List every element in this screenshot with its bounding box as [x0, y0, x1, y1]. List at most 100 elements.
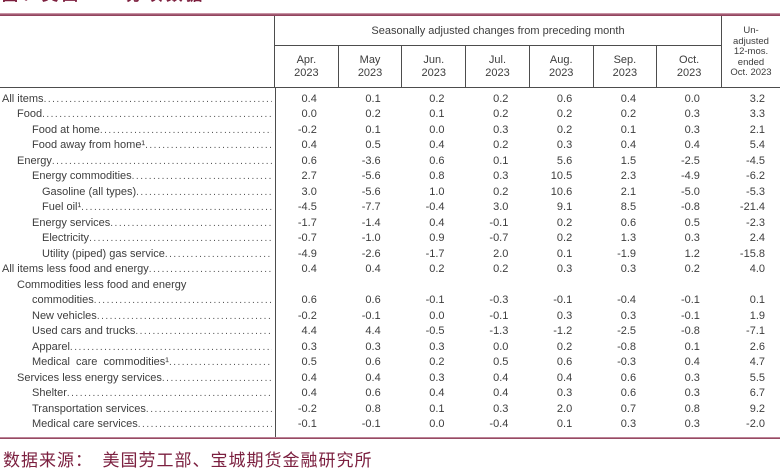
row-label-cell: Food at home [0, 124, 275, 136]
cell-value: -7.7 [361, 201, 381, 214]
cell-value: 2.4 [749, 232, 765, 245]
cell-value: -2.5 [617, 325, 637, 338]
cell-value: 0.3 [556, 387, 573, 400]
cell-value: 0.1 [684, 340, 700, 353]
row-label-cell: Gasoline (all types) [0, 186, 275, 198]
cell-value: 2.1 [620, 185, 637, 198]
cell-value: 0.1 [556, 247, 573, 260]
table-row: Medical care services -0.1 -0.1 0.0 -0.4… [0, 417, 780, 433]
cell-value: -0.3 [617, 356, 637, 369]
cell-value: -0.1 [680, 309, 700, 322]
row-label-cell: Utility (piped) gas service [0, 248, 275, 260]
table-row: Shelter 0.4 0.6 0.4 0.4 0.3 0.6 0.3 6.7 [0, 386, 780, 402]
cell-value: 0.3 [684, 232, 700, 245]
cell-value: 0.3 [684, 371, 700, 384]
row-label-cell: New vehicles [0, 310, 275, 322]
cell-value: 0.4 [301, 92, 317, 105]
cell-value: 0.1 [749, 294, 765, 307]
cell-value: -4.9 [680, 170, 700, 183]
cell-value: 0.3 [620, 309, 637, 322]
cell-value: 0.2 [429, 263, 445, 276]
cell-value: 0.6 [620, 387, 637, 400]
cell-value: -6.2 [746, 170, 765, 183]
table-row: All items 0.4 0.1 0.2 0.2 0.6 0.4 0.0 3.… [0, 91, 780, 107]
table-row: Commodities less food and energy [0, 277, 780, 293]
row-label: Transportation services [32, 402, 146, 415]
row-label-cell: Energy [0, 155, 275, 167]
cell-value: -1.9 [617, 247, 637, 260]
cell-value: 0.4 [301, 139, 317, 152]
cell-value: 0.4 [620, 139, 637, 152]
cell-value: 0.5 [493, 356, 509, 369]
cell-value: 0.3 [684, 418, 700, 431]
month-header-cell: Sep. 2023 [594, 46, 658, 87]
cell-value: 0.6 [620, 216, 637, 229]
leader-dots [132, 170, 272, 182]
cell-value: -0.4 [425, 201, 445, 214]
cell-value: 2.3 [620, 170, 637, 183]
cell-value: 0.6 [365, 387, 381, 400]
cell-value: -1.2 [553, 325, 573, 338]
cell-value: 2.0 [493, 247, 509, 260]
cell-value: 0.0 [684, 92, 700, 105]
cell-value: 0.2 [620, 108, 637, 121]
cell-value: 0.1 [556, 418, 573, 431]
cell-value: -4.9 [297, 247, 317, 260]
table-row: Used cars and trucks 4.4 4.4 -0.5 -1.3 -… [0, 324, 780, 340]
month-header-cell: Aug. 2023 [530, 46, 594, 87]
cell-value: -0.1 [489, 216, 509, 229]
cell-value: -15.8 [739, 247, 765, 260]
row-label: Utility (piped) gas service [42, 247, 165, 260]
cell-value: -5.6 [361, 170, 381, 183]
cell-value: -0.1 [680, 294, 700, 307]
row-label: All items [2, 92, 44, 105]
leader-dots [70, 341, 272, 353]
leader-dots [81, 201, 272, 213]
cell-value: 0.4 [620, 92, 637, 105]
table-row: Transportation services -0.2 0.8 0.1 0.3… [0, 401, 780, 417]
leader-dots [136, 186, 272, 198]
table-row: Medical care commodities¹ 0.5 0.6 0.2 0.… [0, 355, 780, 371]
cell-value: -0.8 [680, 201, 700, 214]
span-header: Seasonally adjusted changes from precedi… [275, 16, 721, 46]
cell-value: -0.1 [489, 309, 509, 322]
cell-value: 0.1 [365, 123, 381, 136]
cell-value: 0.2 [684, 263, 700, 276]
cell-value: 0.3 [493, 170, 509, 183]
leader-dots [169, 356, 272, 368]
row-label-cell: Electricity [0, 232, 275, 244]
cell-value: 9.1 [556, 201, 573, 214]
leader-dots [149, 263, 272, 275]
cell-value: 0.5 [301, 356, 317, 369]
cell-value: -1.7 [425, 247, 445, 260]
cell-value: 10.6 [550, 185, 573, 198]
cell-value: 0.4 [429, 139, 445, 152]
cell-value: 2.0 [556, 402, 573, 415]
cell-value: 0.4 [429, 387, 445, 400]
table-row: Food away from home¹ 0.4 0.5 0.4 0.2 0.3… [0, 138, 780, 154]
cell-value: -21.4 [739, 201, 765, 214]
table-row: Food 0.0 0.2 0.1 0.2 0.2 0.2 0.3 3.3 [0, 107, 780, 123]
cell-value: 8.5 [620, 201, 637, 214]
clipped-page-title-text: 图：美国CPI分项数据 [2, 0, 780, 3]
cell-value: 5.4 [749, 139, 765, 152]
cell-value: 0.5 [365, 139, 381, 152]
cell-value: 0.3 [684, 123, 700, 136]
cell-value: 0.4 [365, 263, 381, 276]
cell-value: 0.8 [684, 402, 700, 415]
cell-value: -2.3 [746, 216, 765, 229]
cell-value: -0.1 [553, 294, 573, 307]
cell-value: -0.4 [617, 294, 637, 307]
leader-dots [110, 217, 272, 229]
cell-value: 0.1 [429, 402, 445, 415]
unadjusted-12mo-header: Un- adjusted 12-mos. ended Oct. 2023 [730, 25, 772, 79]
cell-value: -0.1 [361, 309, 381, 322]
month-header-cell: Apr. 2023 [275, 46, 339, 87]
top-accent-rule [0, 13, 780, 16]
table-row: New vehicles -0.2 -0.1 0.0 -0.1 0.3 0.3 … [0, 308, 780, 324]
cell-value: 0.2 [556, 216, 573, 229]
cell-value: 0.6 [301, 294, 317, 307]
cell-value: -0.1 [361, 418, 381, 431]
cell-value: 0.5 [684, 216, 700, 229]
